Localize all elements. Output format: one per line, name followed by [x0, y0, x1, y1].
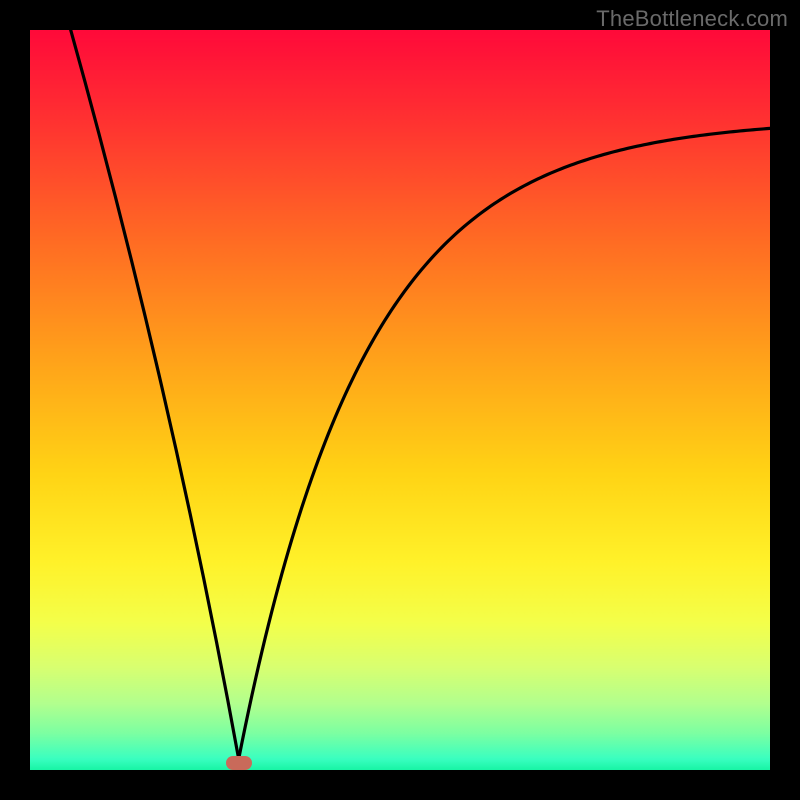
- bottleneck-curve: [30, 30, 770, 770]
- plot-inner: [30, 30, 770, 770]
- minimum-marker: [226, 756, 252, 770]
- curve-right-branch: [239, 128, 770, 759]
- curve-left-branch: [71, 30, 239, 759]
- plot-area: [30, 30, 770, 770]
- watermark-text: TheBottleneck.com: [596, 6, 788, 32]
